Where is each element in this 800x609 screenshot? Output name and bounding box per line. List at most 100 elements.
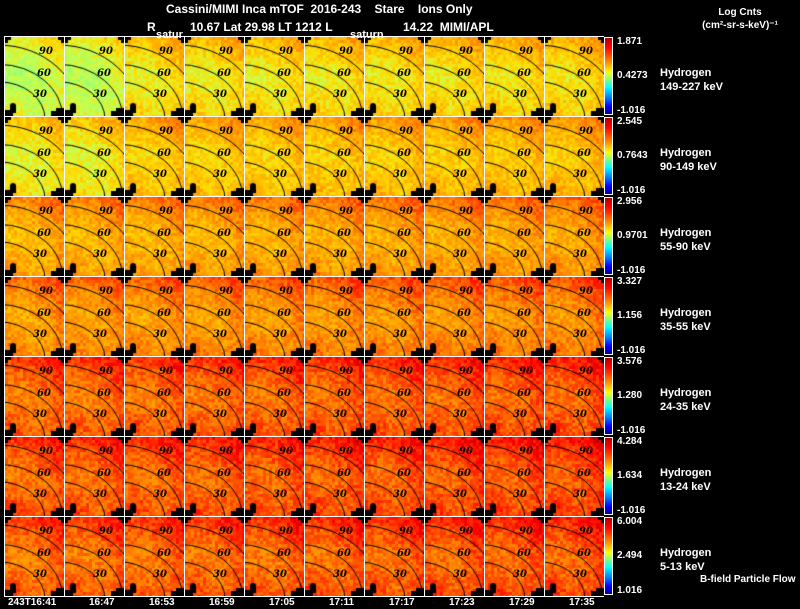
- colorbar-mid-label: 2.494: [617, 550, 643, 561]
- colorbar-min-label: 1.016: [617, 585, 643, 596]
- heatmap-panel: 90 60 30: [484, 116, 544, 196]
- heatmap-cells: [125, 197, 184, 276]
- contour-label-30: 30: [393, 249, 407, 260]
- heatmap-cells: [245, 277, 304, 356]
- contour-label-90: 90: [99, 46, 113, 57]
- species-label: Hydrogen: [660, 307, 712, 319]
- contour-label-90: 90: [279, 286, 293, 297]
- contour-label-90: 90: [39, 286, 53, 297]
- heatmap-panel: 90 60 30: [424, 116, 484, 196]
- contour-label-60: 60: [577, 228, 591, 239]
- contour-label-30: 30: [213, 569, 227, 580]
- contour-label-60: 60: [517, 308, 531, 319]
- contour-label-60: 60: [277, 388, 291, 399]
- heatmap-cells: [245, 357, 304, 436]
- contour-label-60: 60: [337, 228, 351, 239]
- heatmap-panel: 90 60 30: [64, 436, 124, 516]
- heatmap-panel: 90 60 30: [364, 196, 424, 276]
- heatmap-cells: [545, 277, 604, 356]
- heatmap-panel: 90 60 30: [184, 516, 244, 596]
- contour-label-60: 60: [457, 468, 471, 479]
- species-label: Hydrogen: [660, 547, 712, 559]
- heatmap-cells: [485, 37, 544, 116]
- contour-label-30: 30: [453, 329, 467, 340]
- heatmap-panel: 90 60 30: [4, 356, 64, 436]
- contour-label-60: 60: [397, 228, 411, 239]
- contour-label-90: 90: [399, 366, 413, 377]
- contour-label-30: 30: [93, 569, 107, 580]
- heatmap-cells: [185, 197, 244, 276]
- contour-label-30: 30: [33, 329, 47, 340]
- contour-label-90: 90: [579, 46, 593, 57]
- contour-label-90: 90: [459, 46, 473, 57]
- contour-label-90: 90: [399, 286, 413, 297]
- heatmap-cells: [425, 117, 484, 196]
- heatmap-panel: 90 60 30: [424, 436, 484, 516]
- heatmap-panel: 90 60 30: [424, 196, 484, 276]
- heatmap-panel: 90 60 30: [424, 516, 484, 596]
- contour-label-60: 60: [337, 468, 351, 479]
- heatmap-panel: 90 60 30: [244, 436, 304, 516]
- contour-label-60: 60: [457, 388, 471, 399]
- contour-label-30: 30: [273, 249, 287, 260]
- contour-label-30: 30: [333, 169, 347, 180]
- contour-label-30: 30: [93, 489, 107, 500]
- contour-label-30: 30: [273, 329, 287, 340]
- colorbar-min-label: -1.016: [617, 425, 646, 436]
- colorbar-min-label: -1.016: [617, 345, 646, 356]
- contour-label-90: 90: [39, 526, 53, 537]
- colorbar: [604, 437, 613, 515]
- heatmap-panel: 90 60 30: [124, 516, 184, 596]
- heatmap-panel: 90 60 30: [364, 356, 424, 436]
- contour-label-30: 30: [333, 489, 347, 500]
- contour-label-60: 60: [397, 148, 411, 159]
- heatmap-panel: 90 60 30: [364, 36, 424, 116]
- contour-label-30: 30: [333, 569, 347, 580]
- heatmap-cells: [245, 37, 304, 116]
- colorbar-max-label: 2.956: [617, 196, 643, 207]
- contour-label-60: 60: [217, 148, 231, 159]
- contour-label-90: 90: [219, 286, 233, 297]
- colorbar: [604, 117, 613, 195]
- species-label: Hydrogen: [660, 227, 712, 239]
- heatmap-panel: 90 60 30: [484, 276, 544, 356]
- contour-label-60: 60: [457, 68, 471, 79]
- contour-label-30: 30: [33, 249, 47, 260]
- heatmap-panel: 90 60 30: [4, 36, 64, 116]
- contour-label-60: 60: [337, 148, 351, 159]
- colorbar: [604, 277, 613, 355]
- heatmap-cells: [65, 197, 124, 276]
- contour-label-90: 90: [399, 46, 413, 57]
- contour-label-60: 60: [337, 68, 351, 79]
- heatmap-cells: [185, 357, 244, 436]
- heatmap-cells: [305, 117, 364, 196]
- contour-label-60: 60: [517, 548, 531, 559]
- contour-label-60: 60: [457, 148, 471, 159]
- contour-label-90: 90: [339, 366, 353, 377]
- heatmap-panel: 90 60 30: [364, 516, 424, 596]
- contour-label-90: 90: [279, 366, 293, 377]
- contour-label-30: 30: [333, 329, 347, 340]
- contour-label-90: 90: [159, 446, 173, 457]
- contour-label-30: 30: [393, 409, 407, 420]
- heatmap-cells: [485, 357, 544, 436]
- contour-label-60: 60: [97, 388, 111, 399]
- heatmap-panel: 90 60 30: [4, 196, 64, 276]
- heatmap-panel: 90 60 30: [424, 276, 484, 356]
- contour-label-30: 30: [453, 489, 467, 500]
- heatmap-cells: [545, 197, 604, 276]
- heatmap-panel: 90 60 30: [64, 276, 124, 356]
- heatmap-panel: 90 60 30: [484, 36, 544, 116]
- colorbar-mid-label: 1.156: [617, 310, 643, 321]
- contour-label-60: 60: [397, 308, 411, 319]
- contour-label-60: 60: [157, 68, 171, 79]
- contour-label-60: 60: [157, 388, 171, 399]
- colorbar-max-label: 2.545: [617, 116, 643, 127]
- contour-label-90: 90: [459, 366, 473, 377]
- colorbar-mid-label: 0.4273: [617, 70, 648, 81]
- plot-title: Cassini/MIMI Inca mTOF 2016-243 Stare Io…: [166, 2, 473, 16]
- contour-label-60: 60: [37, 308, 51, 319]
- heatmap-panel: 90 60 30: [484, 516, 544, 596]
- contour-label-90: 90: [339, 46, 353, 57]
